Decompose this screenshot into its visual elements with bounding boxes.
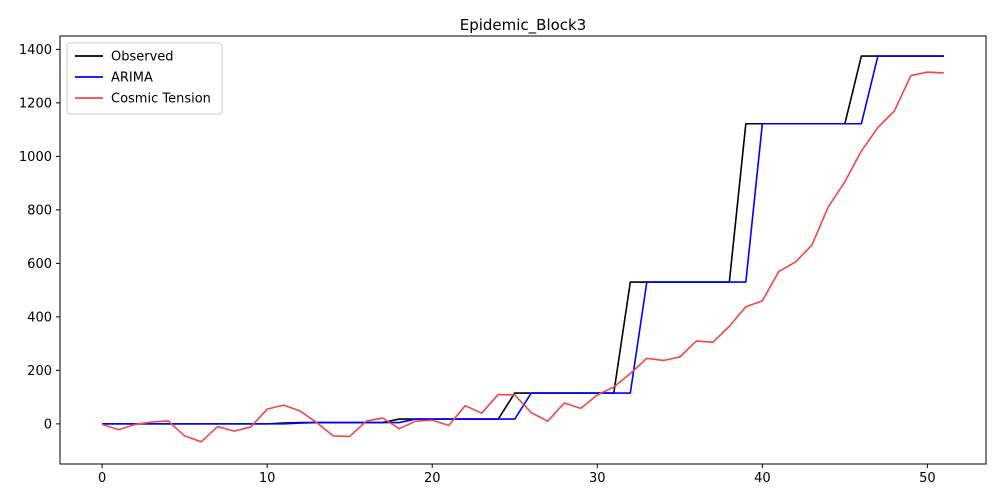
y-tick-label: 800 [27,203,52,218]
x-tick-label: 10 [259,471,276,486]
chart-title: Epidemic_Block3 [460,16,587,35]
y-tick-label: 1000 [19,150,52,165]
legend-label: ARIMA [111,71,153,86]
y-tick-label: 200 [27,364,52,379]
series-layer [101,55,944,443]
y-tick-label: 600 [27,257,52,272]
x-tick-label: 20 [424,471,441,486]
y-tick-label: 0 [44,417,52,432]
x-tick-label: 50 [919,471,936,486]
x-tick-label: 40 [754,471,771,486]
y-tick-label: 1400 [19,43,52,58]
y-tick-label: 1200 [19,96,52,111]
legend: Observed ARIMA Cosmic Tension [66,42,223,115]
legend-label: Observed [111,50,174,65]
x-axis: 0 10 20 30 40 50 [98,464,936,486]
x-tick-label: 0 [98,471,106,486]
y-tick-label: 400 [27,310,52,325]
y-axis: 0 200 400 600 800 1000 1200 1400 [19,43,60,432]
plot-frame [59,35,987,465]
series-line-arima [102,55,944,425]
x-tick-label: 30 [589,471,606,486]
legend-label: Cosmic Tension [111,92,211,107]
legend-box [66,42,223,115]
series-line-cosmic-tension [101,71,944,443]
